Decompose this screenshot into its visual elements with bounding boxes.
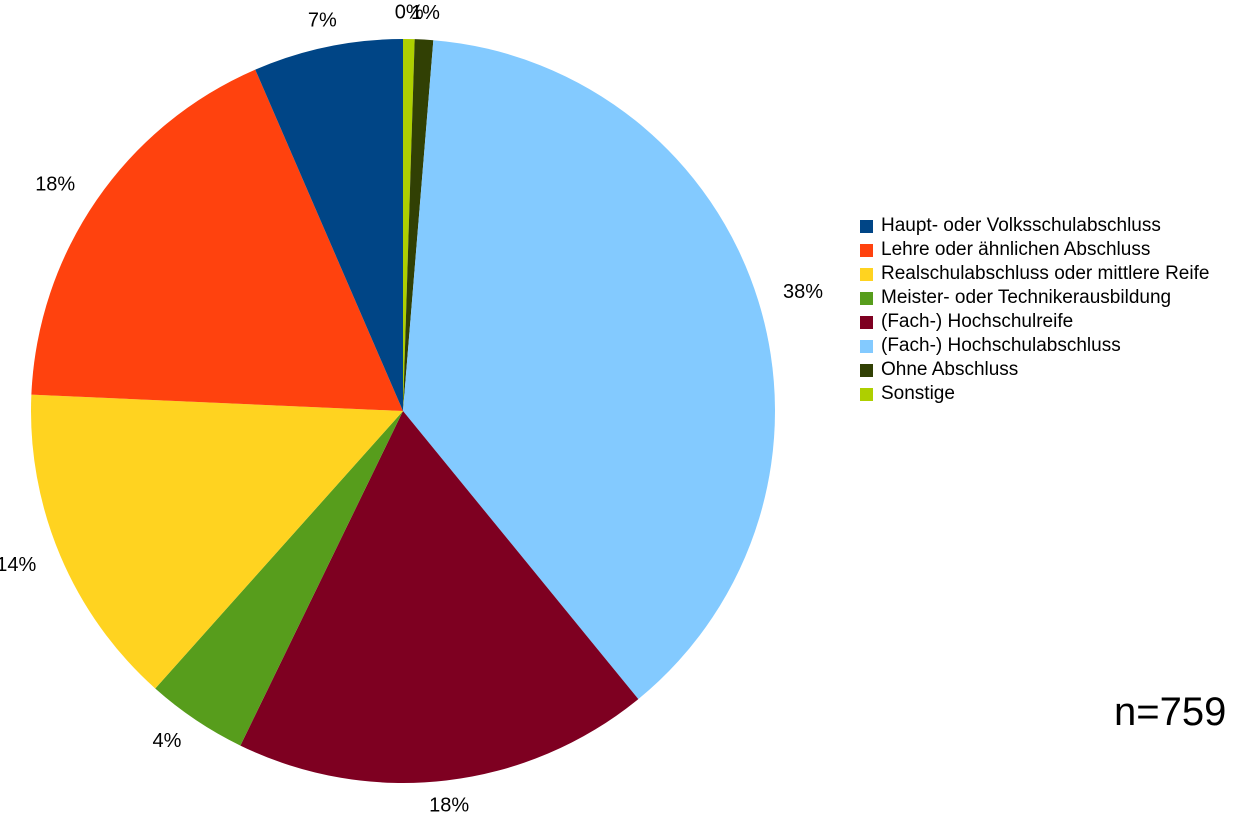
legend-item-2: Realschulabschluss oder mittlere Reife bbox=[860, 263, 1245, 285]
pie-slice-label-3: 18% bbox=[429, 795, 469, 816]
pie-slice-1 bbox=[403, 39, 434, 411]
legend-label: Realschulabschluss oder mittlere Reife bbox=[881, 263, 1210, 284]
legend-swatch bbox=[860, 244, 873, 257]
legend-swatch bbox=[860, 316, 873, 329]
legend-label: (Fach-) Hochschulreife bbox=[881, 311, 1074, 332]
pie-slice-6 bbox=[31, 69, 404, 411]
legend-item-0: Haupt- oder Volksschulabschluss bbox=[860, 215, 1245, 237]
legend-item-1: Lehre oder ähnlichen Abschluss bbox=[860, 239, 1245, 261]
legend: Haupt- oder Volksschulabschluss Lehre ode… bbox=[860, 215, 1245, 407]
pie-slice-4 bbox=[155, 411, 403, 746]
pie-slice-label-6: 18% bbox=[35, 174, 75, 196]
pie-slice-label-4: 4% bbox=[152, 730, 181, 752]
legend-swatch bbox=[860, 388, 873, 401]
pie-slice-label-1: 1% bbox=[411, 2, 440, 24]
pie-slice-label-7: 7% bbox=[308, 10, 337, 32]
legend-label: Ohne Abschluss bbox=[881, 359, 1019, 380]
pie-slices bbox=[31, 39, 775, 783]
legend-swatch bbox=[860, 340, 873, 353]
legend-swatch bbox=[860, 364, 873, 377]
pie-slice-2 bbox=[403, 40, 775, 700]
legend-label: Haupt- oder Volksschulabschluss bbox=[881, 215, 1161, 236]
pie-slice-0 bbox=[403, 39, 415, 411]
pie-slice-label-0: 0% bbox=[395, 1, 424, 23]
legend-label: Sonstige bbox=[881, 383, 955, 404]
pie-slice-label-2: 38% bbox=[783, 281, 823, 303]
legend-item-5: (Fach-) Hochschulabschluss bbox=[860, 335, 1245, 357]
legend-item-7: Sonstige bbox=[860, 383, 1245, 405]
legend-swatch bbox=[860, 220, 873, 233]
pie-slice-7 bbox=[255, 39, 403, 411]
pie-slice-3 bbox=[240, 411, 639, 783]
pie-slice-5 bbox=[31, 394, 403, 689]
legend-swatch bbox=[860, 268, 873, 281]
pie-chart: 0%1% 38% 18% 4% 14% 18% 7% bbox=[0, 1, 823, 816]
legend-swatch bbox=[860, 292, 873, 305]
legend-label: Meister- oder Technikerausbildung bbox=[881, 287, 1172, 308]
sample-size-note: n=759 bbox=[1114, 690, 1227, 734]
legend-item-6: Ohne Abschluss bbox=[860, 359, 1245, 381]
legend-label: Lehre oder ähnlichen Abschluss bbox=[881, 239, 1151, 260]
pie-slice-label-5: 14% bbox=[0, 554, 36, 576]
pie-percent-labels: 0%1% 38% 18% 4% 14% 18% 7% bbox=[0, 1, 823, 816]
legend-item-4: (Fach-) Hochschulreife bbox=[860, 311, 1245, 333]
legend-label: (Fach-) Hochschulabschluss bbox=[881, 335, 1121, 356]
legend-item-3: Meister- oder Technikerausbildung bbox=[860, 287, 1245, 309]
